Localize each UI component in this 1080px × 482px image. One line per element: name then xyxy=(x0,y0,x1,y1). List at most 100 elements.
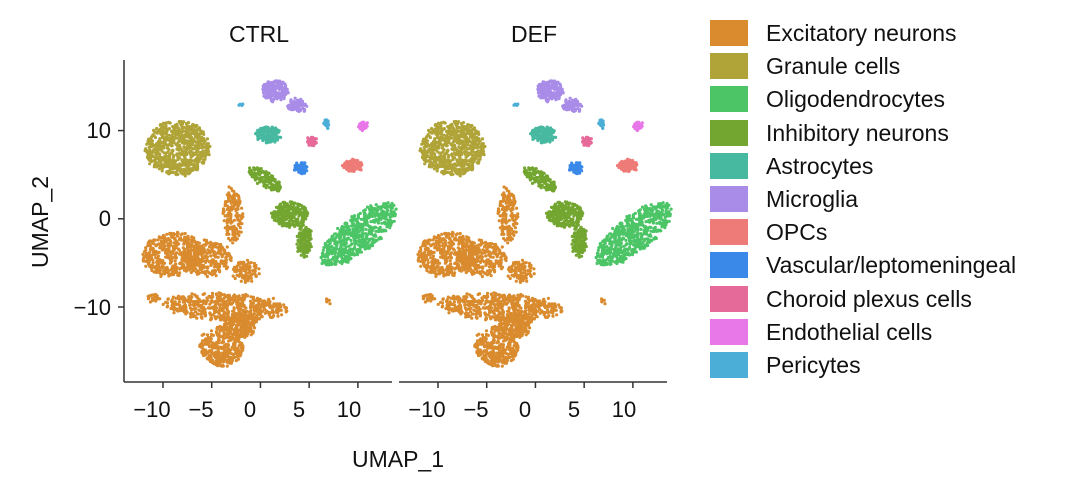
data-point xyxy=(432,250,436,254)
data-point xyxy=(449,239,453,243)
data-point xyxy=(452,248,456,252)
data-point xyxy=(235,348,239,352)
data-point xyxy=(177,128,181,132)
data-point xyxy=(249,261,253,265)
data-point xyxy=(226,310,231,314)
data-point xyxy=(333,262,337,266)
data-point xyxy=(292,224,297,228)
data-point xyxy=(324,121,328,125)
data-point xyxy=(269,315,273,320)
data-point xyxy=(362,209,366,213)
data-point xyxy=(232,307,236,311)
data-point xyxy=(202,246,206,251)
data-point xyxy=(173,128,177,132)
data-point xyxy=(224,294,228,298)
data-point xyxy=(166,297,170,301)
data-point xyxy=(217,345,221,349)
data-point xyxy=(150,263,154,267)
data-point xyxy=(156,152,160,156)
data-point xyxy=(158,127,162,131)
data-point xyxy=(183,255,188,259)
data-point xyxy=(248,172,253,176)
data-point xyxy=(238,102,242,106)
data-point xyxy=(177,294,181,298)
data-point xyxy=(302,255,306,259)
data-point xyxy=(205,356,209,360)
data-point xyxy=(225,329,229,333)
data-point xyxy=(441,271,446,275)
data-point xyxy=(236,329,240,333)
data-point xyxy=(447,267,451,271)
data-point xyxy=(253,177,257,181)
data-point xyxy=(170,159,174,163)
data-point xyxy=(151,149,155,153)
data-point xyxy=(216,262,220,266)
data-point xyxy=(169,254,173,258)
data-point xyxy=(250,279,254,283)
data-point xyxy=(328,242,332,246)
data-point xyxy=(249,276,253,280)
data-point xyxy=(268,300,272,304)
data-point xyxy=(232,309,236,313)
data-point xyxy=(266,80,270,84)
data-point xyxy=(269,94,273,98)
data-point xyxy=(243,335,247,339)
data-point xyxy=(441,242,445,246)
data-point xyxy=(227,208,231,212)
data-point xyxy=(220,345,224,349)
data-point xyxy=(222,219,226,223)
data-point xyxy=(199,342,203,346)
data-point xyxy=(307,143,311,147)
data-point xyxy=(305,210,309,214)
data-point xyxy=(347,256,351,260)
data-point xyxy=(224,258,228,262)
data-point xyxy=(288,200,292,204)
data-point xyxy=(249,333,253,337)
data-point xyxy=(211,245,215,249)
data-point xyxy=(366,240,370,245)
data-point xyxy=(271,213,275,218)
data-point xyxy=(428,238,432,242)
data-point xyxy=(160,264,164,268)
data-point xyxy=(172,267,176,271)
data-point xyxy=(245,264,249,268)
data-point xyxy=(454,238,458,242)
data-point xyxy=(219,359,223,363)
data-point xyxy=(234,270,238,274)
data-point xyxy=(166,242,170,246)
data-point xyxy=(171,148,175,152)
x-axis-title: UMAP_1 xyxy=(352,446,444,472)
data-point xyxy=(162,261,167,265)
data-point xyxy=(205,255,209,259)
data-point xyxy=(177,273,181,277)
data-point xyxy=(210,291,215,295)
data-point xyxy=(458,235,462,239)
data-point xyxy=(344,238,348,242)
data-point xyxy=(196,140,200,144)
data-point xyxy=(249,295,253,299)
data-point xyxy=(208,311,212,315)
data-point xyxy=(237,274,241,278)
data-point xyxy=(266,126,270,130)
data-point xyxy=(281,207,285,211)
data-point xyxy=(156,130,160,134)
data-point xyxy=(150,299,154,303)
data-point xyxy=(335,244,339,248)
data-point xyxy=(200,146,204,150)
data-point xyxy=(192,250,196,254)
data-point xyxy=(249,304,253,308)
scatter-panel-def xyxy=(416,79,673,368)
data-point xyxy=(217,336,221,340)
data-point xyxy=(303,230,307,234)
x-tick-label-5: 5 xyxy=(568,397,580,422)
data-point xyxy=(309,229,313,233)
data-point xyxy=(330,236,334,241)
data-point xyxy=(184,122,188,126)
data-point xyxy=(301,223,305,227)
data-point xyxy=(153,135,157,140)
data-point xyxy=(270,308,275,312)
data-point xyxy=(213,346,217,350)
data-point xyxy=(231,241,235,245)
data-point xyxy=(204,151,208,155)
data-point xyxy=(369,220,373,224)
